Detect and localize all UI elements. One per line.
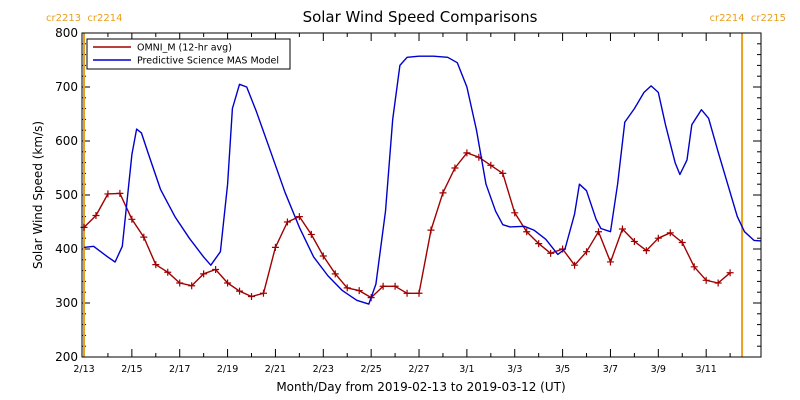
model-series-line bbox=[83, 55, 762, 305]
x-tick-label: 2/21 bbox=[265, 364, 286, 375]
omni-data-point bbox=[583, 248, 591, 256]
omni-data-point bbox=[92, 212, 100, 220]
omni-data-point bbox=[355, 287, 363, 295]
x-axis-label: Month/Day from 2019-02-13 to 2019-03-12 … bbox=[276, 380, 565, 394]
omni-data-point bbox=[654, 234, 662, 242]
omni-data-point bbox=[594, 228, 602, 236]
omni-data-point bbox=[307, 230, 315, 238]
y-tick-label: 500 bbox=[55, 188, 78, 202]
omni-data-point bbox=[642, 247, 650, 255]
y-tick-label: 300 bbox=[55, 296, 78, 310]
omni-data-point bbox=[152, 261, 160, 269]
omni-data-point bbox=[606, 258, 614, 266]
omni-data-point bbox=[630, 237, 638, 245]
omni-data-point bbox=[523, 228, 531, 236]
omni-data-point bbox=[176, 279, 184, 287]
omni-data-point bbox=[451, 164, 459, 172]
x-tick-label: 2/13 bbox=[73, 364, 94, 375]
omni-data-point bbox=[271, 243, 279, 251]
x-tick-label: 3/11 bbox=[696, 364, 717, 375]
omni-data-point bbox=[248, 293, 256, 301]
y-axis-label: Solar Wind Speed (km/s) bbox=[31, 121, 45, 269]
x-tick-label: 3/3 bbox=[507, 364, 522, 375]
x-tick-label: 2/15 bbox=[121, 364, 142, 375]
x-tick-label: 3/1 bbox=[459, 364, 474, 375]
x-tick-label: 2/19 bbox=[217, 364, 238, 375]
omni-data-point bbox=[702, 276, 710, 284]
omni-data-point bbox=[499, 169, 507, 177]
omni-data-point bbox=[116, 189, 124, 197]
omni-data-point bbox=[128, 215, 136, 223]
omni-data-point bbox=[439, 189, 447, 197]
y-tick-label: 400 bbox=[55, 242, 78, 256]
legend-box bbox=[86, 38, 291, 70]
omni-data-point bbox=[259, 289, 267, 297]
omni-data-point bbox=[200, 270, 208, 278]
x-tick-label: 2/27 bbox=[408, 364, 429, 375]
legend: OMNI_M (12-hr avg) Predictive Science MA… bbox=[86, 38, 291, 70]
carrington-markers bbox=[83, 33, 744, 357]
omni-data-point bbox=[415, 289, 423, 297]
x-tick-label: 2/23 bbox=[313, 364, 334, 375]
series-layer bbox=[80, 55, 762, 305]
omni-data-point bbox=[343, 284, 351, 292]
omni-data-point bbox=[678, 239, 686, 247]
omni-data-point bbox=[714, 279, 722, 287]
omni-data-point bbox=[487, 161, 495, 169]
legend-label-omni: OMNI_M (12-hr avg) bbox=[137, 43, 232, 54]
x-tick-label: 2/17 bbox=[169, 364, 190, 375]
omni-data-point bbox=[391, 282, 399, 290]
omni-data-point bbox=[666, 229, 674, 237]
omni-data-point bbox=[104, 190, 112, 198]
omni-data-point bbox=[236, 287, 244, 295]
carrington-label-right: cr2214 cr2215 bbox=[710, 13, 786, 24]
omni-data-point bbox=[295, 213, 303, 221]
legend-label-model: Predictive Science MAS Model bbox=[137, 56, 279, 67]
omni-data-point bbox=[319, 252, 327, 260]
carrington-label-left: cr2213 cr2214 bbox=[46, 13, 122, 24]
omni-data-point bbox=[283, 218, 291, 226]
y-tick-label: 600 bbox=[55, 134, 78, 148]
omni-data-point bbox=[331, 270, 339, 278]
omni-data-point bbox=[690, 263, 698, 271]
omni-data-point bbox=[403, 289, 411, 297]
omni-data-point bbox=[164, 268, 172, 276]
axis-ticks: 200 300 400 500 600 700 800 2/13 2/15 2/17 2/19 2/2… bbox=[55, 26, 761, 375]
chart-title: Solar Wind Speed Comparisons bbox=[303, 8, 538, 26]
omni-data-point bbox=[212, 266, 220, 274]
plot-frame bbox=[81, 32, 762, 358]
omni-data-point bbox=[547, 249, 555, 257]
x-tick-label: 3/5 bbox=[555, 364, 570, 375]
omni-data-point bbox=[571, 261, 579, 269]
omni-data-point bbox=[427, 226, 435, 234]
omni-data-point bbox=[726, 269, 734, 277]
y-tick-label: 700 bbox=[55, 80, 78, 94]
x-tick-label: 3/9 bbox=[651, 364, 666, 375]
omni-data-point bbox=[463, 149, 471, 157]
omni-data-point bbox=[140, 233, 148, 241]
omni-data-point bbox=[511, 209, 519, 217]
y-tick-label: 800 bbox=[55, 26, 78, 40]
omni-data-point bbox=[224, 279, 232, 287]
omni-data-point bbox=[618, 225, 626, 233]
omni-data-point bbox=[535, 240, 543, 248]
y-tick-label: 200 bbox=[55, 350, 78, 364]
omni-data-point bbox=[379, 282, 387, 290]
x-tick-label: 2/25 bbox=[360, 364, 381, 375]
x-tick-label: 3/7 bbox=[603, 364, 618, 375]
omni-data-point bbox=[188, 282, 196, 290]
